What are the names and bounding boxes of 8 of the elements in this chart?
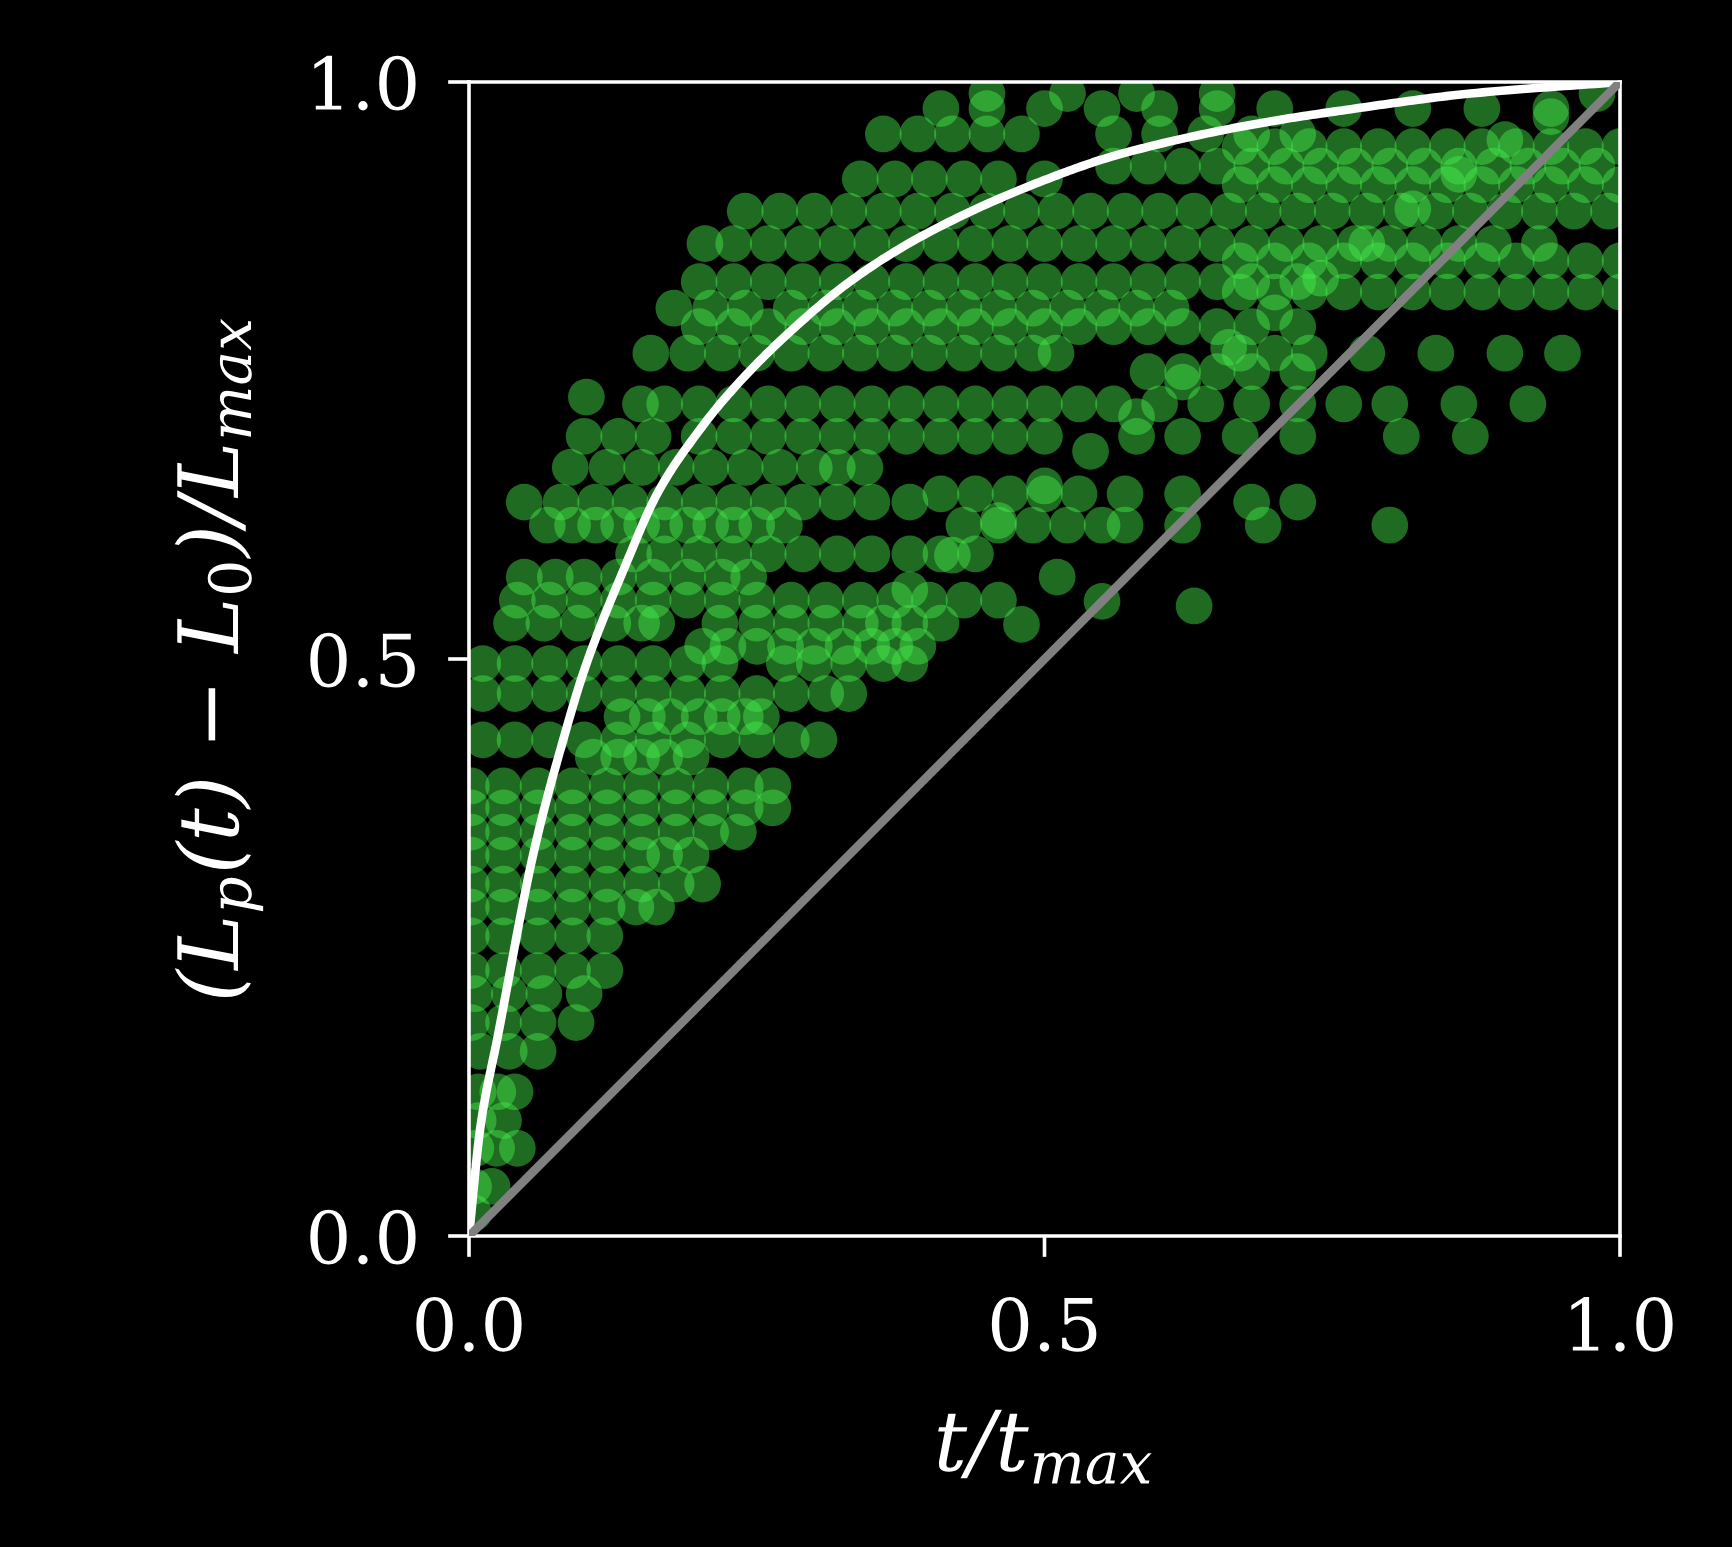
y-tick-label: 1.0 [314, 55, 416, 111]
y-axis-title: (L$_{p}$(t) − L$_{0}$)/L$_{max}$ [174, 318, 264, 998]
x-tick-label: 0.5 [991, 1297, 1097, 1352]
x-tick-label: 1.0 [1571, 1297, 1673, 1352]
x-axis-title: t/t$_{max}$ [938, 1409, 1152, 1485]
y-tick-label: 0.0 [310, 1209, 416, 1265]
x-tick-label: 0.0 [416, 1297, 522, 1352]
y-tick-label: 0.5 [310, 632, 415, 688]
